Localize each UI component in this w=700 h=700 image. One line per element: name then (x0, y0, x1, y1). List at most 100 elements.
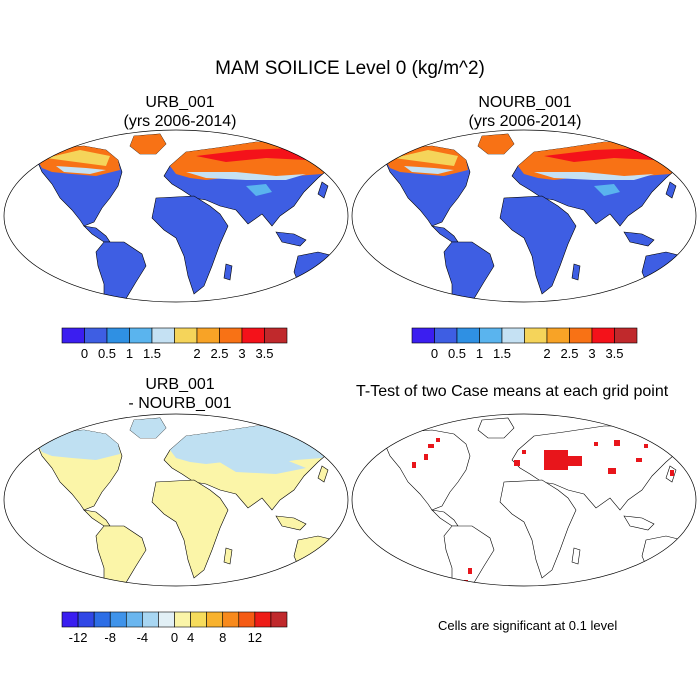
colorbar-urb-tick-label: 1.5 (143, 346, 161, 361)
colorbar-urb-tick-label: 0.5 (98, 346, 116, 361)
panel-title-diff: URB_001 - NOURB_001 (85, 375, 275, 413)
colorbar-diff: -12 -8 -4 0 4 8 12 (61, 611, 288, 645)
colorbar-urb-swatch (196, 327, 220, 344)
sig-cell (514, 460, 520, 466)
colorbar-nourb-tick-label: 1.5 (493, 346, 511, 361)
colorbar-diff-tick-label: -8 (104, 630, 116, 645)
map-ttest-significant-cells (412, 438, 674, 602)
colorbar-diff-swatch (190, 611, 207, 628)
colorbar-diff-swatch (238, 611, 256, 628)
colorbar-nourb-swatch (479, 327, 503, 344)
sig-cell (424, 454, 428, 460)
colorbar-diff-swatch (206, 611, 224, 628)
panel-title-urb-line2: (yrs 2006-2014) (123, 113, 237, 130)
colorbar-nourb-swatch (569, 327, 593, 344)
colorbar-urb-swatch (174, 327, 198, 344)
sig-cell (436, 438, 440, 442)
panel-title-diff-line2: - NOURB_001 (128, 395, 232, 412)
colorbar-diff-tick-label: 8 (219, 630, 226, 645)
colorbar-diff-swatch (254, 611, 272, 628)
colorbar-urb-swatch (151, 327, 175, 344)
colorbar-nourb-swatch (614, 327, 638, 344)
map-diff-border (3, 413, 349, 587)
colorbar-nourb-tick-label: 0.5 (448, 346, 466, 361)
colorbar-diff-swatch (125, 611, 143, 628)
main-title: MAM SOILICE Level 0 (kg/m^2) (215, 58, 485, 79)
colorbar-diff-swatch (142, 611, 159, 628)
colorbar-urb-swatch (129, 327, 153, 344)
sig-cell (544, 450, 568, 470)
colorbar-urb-tick-label: 2.5 (210, 346, 228, 361)
sig-cell (594, 442, 598, 446)
map-urb-snow-eurasia-edge (186, 172, 306, 180)
map-ttest-border (351, 413, 697, 587)
map-urb-snow-na-edge (56, 166, 106, 174)
sig-cell (468, 568, 472, 574)
sig-cell (568, 456, 582, 466)
map-urb (3, 129, 349, 303)
colorbar-urb-tick-label: 3 (238, 346, 245, 361)
colorbar-nourb-tick-label: 3 (588, 346, 595, 361)
colorbar-nourb: 0 0.5 1 1.5 2 2.5 3 3.5 (411, 327, 638, 361)
colorbar-urb-swatch (106, 327, 130, 344)
panel-title-ttest: T-Test of two Case means at each grid po… (356, 383, 669, 400)
map-nourb-border (351, 129, 697, 303)
colorbar-nourb-swatch (434, 327, 458, 344)
colorbar-nourb-swatch (456, 327, 480, 344)
colorbar-diff-swatch (174, 611, 191, 628)
colorbar-nourb-tick-label: 3.5 (605, 346, 623, 361)
map-ttest (351, 413, 697, 602)
sig-cell (462, 596, 466, 602)
colorbar-diff-swatch (222, 611, 240, 628)
panel-title-nourb-line2: (yrs 2006-2014) (468, 113, 582, 130)
panel-title-diff-line1: URB_001 (145, 376, 215, 393)
significance-note: Cells are significant at 0.1 level (438, 618, 618, 633)
colorbar-diff-tick-label: 12 (248, 630, 262, 645)
map-diff (3, 413, 349, 587)
colorbar-diff-swatch (109, 611, 127, 628)
map-urb-border (3, 129, 349, 303)
colorbar-urb: 0 0.5 1 1.5 2 2.5 3 3.5 (61, 327, 288, 361)
colorbar-nourb-tick-label: 2 (543, 346, 550, 361)
colorbar-diff-swatch (158, 611, 175, 628)
colorbar-nourb-swatch (411, 327, 435, 344)
colorbar-urb-swatch (241, 327, 265, 344)
colorbar-diff-tick-label: 4 (187, 630, 194, 645)
colorbar-nourb-tick-label: 0 (431, 346, 438, 361)
colorbar-urb-tick-label: 2 (193, 346, 200, 361)
colorbar-nourb-swatch (501, 327, 525, 344)
colorbar-urb-swatch (264, 327, 288, 344)
map-diff-asia-band (216, 460, 306, 474)
map-nourb-snow-tibet (594, 184, 620, 196)
colorbar-urb-tick-label: 3.5 (255, 346, 273, 361)
colorbar-urb-swatch (219, 327, 243, 344)
colorbar-urb-tick-label: 1 (126, 346, 133, 361)
sig-cell (636, 458, 642, 462)
colorbar-diff-swatch (77, 611, 95, 628)
map-urb-snow-tibet (246, 184, 272, 196)
colorbar-diff-swatch (61, 611, 79, 628)
map-nourb-snow-na-edge (404, 166, 454, 174)
colorbar-diff-tick-label: 0 (171, 630, 178, 645)
colorbar-diff-tick-label: -12 (69, 630, 88, 645)
map-urb-snow-na (46, 150, 110, 166)
colorbar-diff-swatch (270, 611, 288, 628)
sig-cell (522, 450, 526, 454)
sig-cell (412, 462, 416, 468)
sig-cell (670, 470, 674, 476)
map-nourb-snow-na (394, 150, 458, 166)
colorbar-urb-swatch (84, 327, 108, 344)
colorbar-nourb-tick-label: 1 (476, 346, 483, 361)
panel-title-urb: URB_001 (yrs 2006-2014) (85, 93, 275, 131)
colorbar-nourb-tick-label: 2.5 (560, 346, 578, 361)
sig-cell (614, 440, 620, 446)
map-nourb (351, 129, 697, 303)
colorbar-diff-swatch (93, 611, 111, 628)
panel-title-urb-line1: URB_001 (145, 94, 215, 111)
sig-cell (608, 468, 616, 474)
colorbar-urb-swatch (61, 327, 85, 344)
colorbar-nourb-swatch (546, 327, 570, 344)
map-nourb-snow-eurasia-edge (534, 172, 654, 180)
sig-cell (428, 444, 434, 448)
